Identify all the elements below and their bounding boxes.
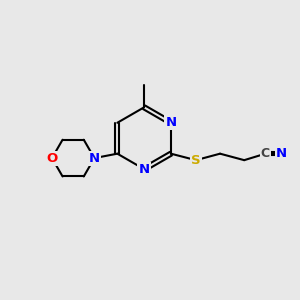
Text: N: N bbox=[89, 152, 100, 165]
Text: C: C bbox=[261, 147, 270, 160]
Text: O: O bbox=[46, 152, 58, 165]
Text: S: S bbox=[191, 154, 201, 167]
Text: N: N bbox=[165, 116, 176, 129]
Text: N: N bbox=[139, 163, 150, 176]
Text: N: N bbox=[276, 147, 287, 160]
